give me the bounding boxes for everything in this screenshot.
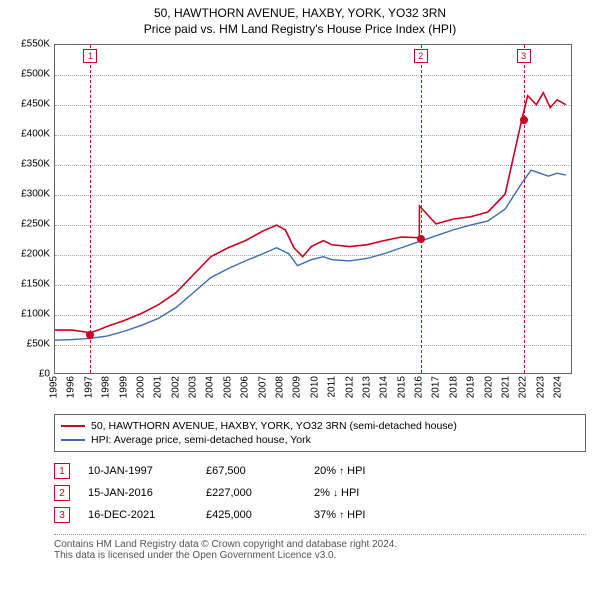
y-tick-label: £500K <box>21 69 50 80</box>
line-series-svg <box>55 45 571 373</box>
event-price: £67,500 <box>206 465 296 477</box>
event-row: 1 10-JAN-1997 £67,500 20% ↑ HPI <box>54 460 586 482</box>
event-marker: 3 <box>54 507 70 523</box>
footer-line-2: This data is licensed under the Open Gov… <box>54 550 586 561</box>
legend-row: HPI: Average price, semi-detached house,… <box>61 433 579 447</box>
x-tick-label: 2001 <box>153 376 164 398</box>
x-tick-label: 2010 <box>309 376 320 398</box>
gridline <box>55 195 571 196</box>
x-tick-label: 2006 <box>240 376 251 398</box>
x-tick-label: 2005 <box>222 376 233 398</box>
x-tick-label: 2021 <box>500 376 511 398</box>
y-tick-label: £550K <box>21 39 50 50</box>
event-marker: 2 <box>54 485 70 501</box>
event-row: 3 16-DEC-2021 £425,000 37% ↑ HPI <box>54 504 586 526</box>
plot-area: 1 2 3 <box>54 44 572 374</box>
event-delta: 2% ↓ HPI <box>314 487 404 499</box>
gridline <box>55 105 571 106</box>
event-vline <box>421 45 422 373</box>
x-tick-label: 2012 <box>344 376 355 398</box>
x-tick-label: 2020 <box>483 376 494 398</box>
event-marker-box: 3 <box>517 49 531 63</box>
event-delta: 20% ↑ HPI <box>314 465 404 477</box>
x-tick-label: 2002 <box>170 376 181 398</box>
chart-title: 50, HAWTHORN AVENUE, HAXBY, YORK, YO32 3… <box>0 0 600 38</box>
gridline <box>55 315 571 316</box>
x-tick-label: 2004 <box>205 376 216 398</box>
event-date: 15-JAN-2016 <box>88 487 188 499</box>
x-tick-label: 2000 <box>135 376 146 398</box>
y-tick-label: £350K <box>21 159 50 170</box>
footer-attribution: Contains HM Land Registry data © Crown c… <box>54 534 586 561</box>
series-price_paid <box>55 93 566 333</box>
y-tick-label: £100K <box>21 309 50 320</box>
event-vline <box>90 45 91 373</box>
y-tick-label: £250K <box>21 219 50 230</box>
x-tick-label: 2015 <box>396 376 407 398</box>
event-marker-box: 1 <box>83 49 97 63</box>
x-tick-label: 1999 <box>118 376 129 398</box>
x-tick-label: 2013 <box>361 376 372 398</box>
title-line-1: 50, HAWTHORN AVENUE, HAXBY, YORK, YO32 3… <box>0 6 600 20</box>
legend-swatch <box>61 425 85 427</box>
x-tick-label: 1997 <box>83 376 94 398</box>
x-tick-label: 2017 <box>431 376 442 398</box>
gridline <box>55 345 571 346</box>
x-tick-label: 2022 <box>518 376 529 398</box>
x-tick-label: 2008 <box>274 376 285 398</box>
event-delta: 37% ↑ HPI <box>314 509 404 521</box>
gridline <box>55 75 571 76</box>
events-table: 1 10-JAN-1997 £67,500 20% ↑ HPI 2 15-JAN-2016… <box>54 460 586 526</box>
y-tick-label: £400K <box>21 129 50 140</box>
gridline <box>55 135 571 136</box>
chart-area: £0£50K£100K£150K£200K£250K£300K£350K£400… <box>14 44 586 410</box>
event-dot <box>86 331 94 339</box>
gridline <box>55 165 571 166</box>
legend-label: 50, HAWTHORN AVENUE, HAXBY, YORK, YO32 3… <box>91 420 457 432</box>
y-tick-label: £200K <box>21 249 50 260</box>
event-row: 2 15-JAN-2016 £227,000 2% ↓ HPI <box>54 482 586 504</box>
gridline <box>55 225 571 226</box>
y-tick-label: £150K <box>21 279 50 290</box>
x-tick-label: 1996 <box>66 376 77 398</box>
legend-label: HPI: Average price, semi-detached house,… <box>91 434 311 446</box>
y-axis-labels: £0£50K£100K£150K£200K£250K£300K£350K£400… <box>14 44 52 374</box>
event-marker-box: 2 <box>414 49 428 63</box>
x-axis-labels: 1995199619971998199920002001200220032004… <box>54 374 572 410</box>
x-tick-label: 2003 <box>188 376 199 398</box>
event-dot <box>417 235 425 243</box>
event-dot <box>520 116 528 124</box>
x-tick-label: 2016 <box>414 376 425 398</box>
x-tick-label: 2018 <box>448 376 459 398</box>
x-tick-label: 2014 <box>379 376 390 398</box>
x-tick-label: 2009 <box>292 376 303 398</box>
x-tick-label: 2024 <box>553 376 564 398</box>
x-tick-label: 2019 <box>466 376 477 398</box>
y-tick-label: £50K <box>27 339 50 350</box>
x-tick-label: 2023 <box>535 376 546 398</box>
y-tick-label: £450K <box>21 99 50 110</box>
event-date: 16-DEC-2021 <box>88 509 188 521</box>
x-tick-label: 2007 <box>257 376 268 398</box>
y-tick-label: £300K <box>21 189 50 200</box>
title-line-2: Price paid vs. HM Land Registry's House … <box>0 22 600 36</box>
x-tick-label: 1998 <box>101 376 112 398</box>
legend-row: 50, HAWTHORN AVENUE, HAXBY, YORK, YO32 3… <box>61 419 579 433</box>
event-price: £227,000 <box>206 487 296 499</box>
x-tick-label: 1995 <box>49 376 60 398</box>
footer-line-1: Contains HM Land Registry data © Crown c… <box>54 539 586 550</box>
gridline <box>55 285 571 286</box>
event-vline <box>524 45 525 373</box>
x-tick-label: 2011 <box>327 376 338 398</box>
event-date: 10-JAN-1997 <box>88 465 188 477</box>
gridline <box>55 255 571 256</box>
event-price: £425,000 <box>206 509 296 521</box>
legend-box: 50, HAWTHORN AVENUE, HAXBY, YORK, YO32 3… <box>54 414 586 452</box>
event-marker: 1 <box>54 463 70 479</box>
legend-swatch <box>61 439 85 441</box>
